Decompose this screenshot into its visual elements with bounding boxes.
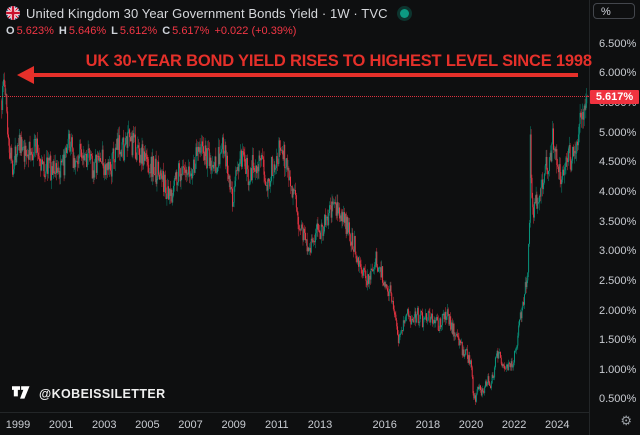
high-label: H [58, 25, 67, 37]
price-axis-label: 4.500% [599, 156, 637, 169]
price-scale[interactable]: % ⚙ 6.500%6.000%5.500%5.000%4.500%4.000%… [589, 0, 640, 435]
ohlc-readout: O 5.623% H 5.646% L 5.612% C 5.617% +0.0… [6, 25, 409, 37]
last-price-dotted-line [0, 95, 589, 97]
price-axis-label: 3.500% [599, 215, 637, 228]
time-scale[interactable]: 1999 2001 2003 2005 2007 2009 2011 2013 2016 2018… [0, 412, 589, 435]
low-value: 5.612% [119, 25, 158, 37]
price-axis-label: 6.500% [599, 37, 637, 50]
annotation-arrow-left-icon [17, 66, 34, 84]
annotation-arrow-line [33, 73, 578, 77]
price-scale-unit-button[interactable]: % [593, 3, 635, 19]
high-value: 5.646% [68, 25, 107, 37]
time-axis-label: 2024 [545, 419, 570, 431]
time-axis-label: 2007 [178, 419, 203, 431]
price-axis-label: 0.500% [599, 393, 637, 406]
price-axis-label: 1.500% [599, 334, 637, 347]
price-axis-label: 2.500% [599, 274, 637, 287]
market-status-dot[interactable] [399, 8, 409, 18]
last-price-badge: 5.617% [590, 89, 639, 104]
close-value: 5.617% [172, 25, 210, 37]
time-axis-label: 2003 [92, 419, 117, 431]
time-axis-label: 2011 [265, 419, 289, 431]
time-axis-label: 2020 [458, 419, 484, 431]
open-label: O [6, 25, 15, 37]
price-axis-label: 2.000% [599, 304, 637, 317]
time-axis-label: 2022 [501, 419, 527, 431]
time-axis-label: 2009 [221, 419, 246, 431]
candlestick-chart-canvas[interactable] [0, 0, 589, 412]
symbol-title[interactable]: United Kingdom 30 Year Government Bonds … [26, 5, 388, 21]
time-axis-label: 2001 [48, 419, 74, 431]
annotation-headline: UK 30-YEAR BOND YIELD RISES TO HIGHEST L… [85, 51, 592, 70]
price-axis-label: 6.000% [599, 67, 637, 80]
close-label: C [162, 25, 171, 37]
price-axis-label: 4.000% [599, 185, 637, 198]
watermark: @KOBEISSILETTER [12, 386, 166, 401]
time-axis-label: 2005 [135, 419, 160, 431]
time-axis-label: 2013 [307, 419, 333, 431]
time-axis-label: 2018 [415, 419, 441, 431]
low-label: L [111, 25, 118, 37]
change-value: +0.022 (+0.39%) [214, 25, 297, 37]
time-axis-label: 2016 [372, 419, 397, 431]
gear-icon[interactable]: ⚙ [620, 413, 632, 428]
uk-flag-icon [6, 6, 20, 20]
open-value: 5.623% [16, 25, 54, 37]
price-axis-label: 3.000% [599, 245, 637, 258]
watermark-handle: @KOBEISSILETTER [39, 386, 166, 401]
tradingview-logo-icon [12, 386, 31, 401]
price-axis-label: 5.000% [599, 126, 637, 139]
time-axis-label: 1999 [5, 419, 31, 431]
price-axis-label: 1.000% [599, 363, 637, 376]
chart-header: United Kingdom 30 Year Government Bonds … [6, 4, 409, 37]
